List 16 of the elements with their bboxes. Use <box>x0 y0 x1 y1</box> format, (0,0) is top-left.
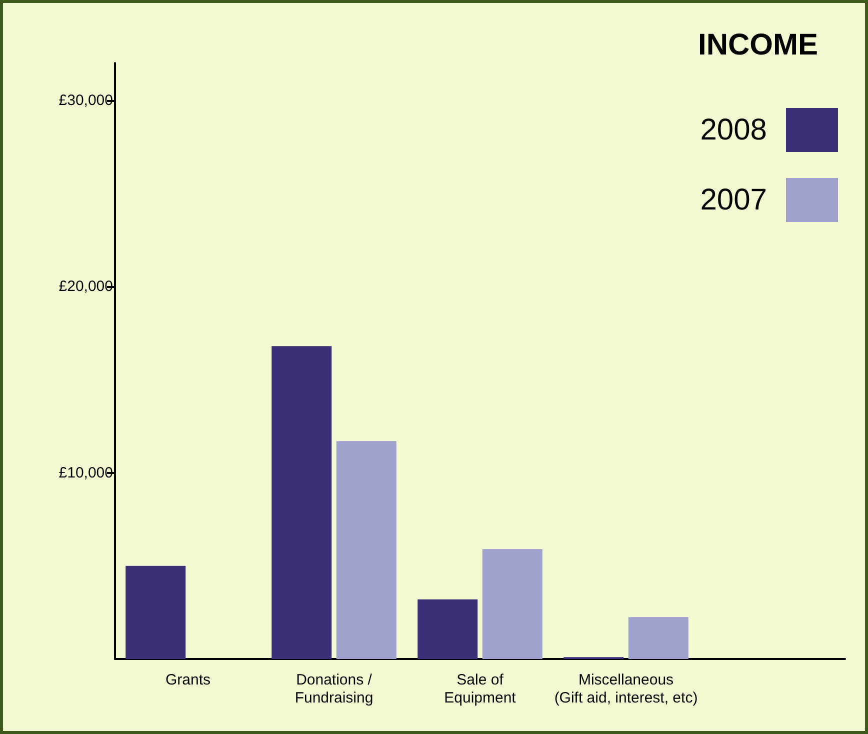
x-tick-label: Donations / Fundraising <box>294 672 374 706</box>
x-tick-label: Sale of Equipment <box>444 672 517 706</box>
legend-label: 2008 <box>700 114 767 146</box>
y-tick-label: £10,000 <box>58 464 113 482</box>
x-tick-label: Miscellaneous (Gift aid, interest, etc) <box>554 672 698 706</box>
bar <box>628 617 688 659</box>
bar <box>482 549 542 659</box>
y-tick-label: £30,000 <box>58 92 113 109</box>
bar <box>336 441 396 659</box>
legend-label: 2007 <box>700 184 767 216</box>
bar <box>272 346 332 659</box>
y-tick-label: £20,000 <box>58 278 113 295</box>
chart-title: INCOME <box>698 28 818 62</box>
bar <box>418 599 478 659</box>
x-tick-label: Grants <box>165 672 211 688</box>
bar <box>126 566 186 659</box>
